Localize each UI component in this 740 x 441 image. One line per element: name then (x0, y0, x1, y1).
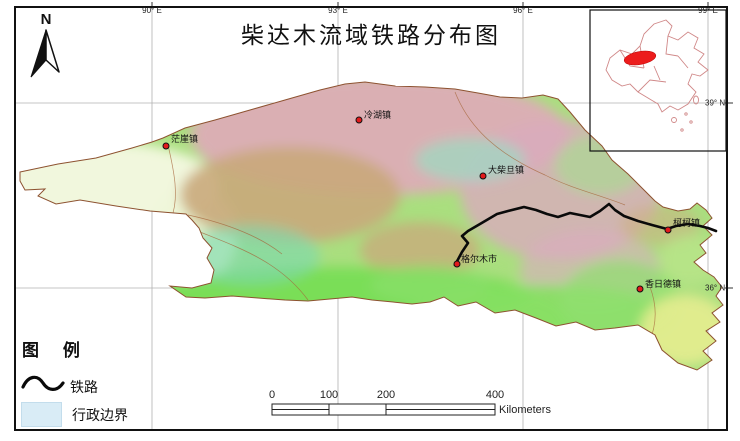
town-dot (479, 172, 487, 180)
legend-title: 图 例 (22, 341, 81, 360)
lon-tick-label: 93° E (328, 6, 348, 15)
scale-tick-label: 0 (268, 389, 276, 401)
town-label: 冷湖镇 (364, 110, 392, 120)
lat-tick-label: 39° N (705, 98, 726, 108)
lon-tick-label: 96° E (513, 6, 533, 15)
legend-boundary-swatch (21, 402, 62, 427)
admin-subboundaries (167, 91, 656, 346)
legend-railway-label: 铁路 (70, 379, 98, 395)
town-dot (453, 260, 461, 268)
scale-tick-label: 100 (319, 389, 339, 401)
lat-tick-label: 36° N (705, 283, 726, 293)
map-frame (14, 6, 728, 431)
scale-bar (271, 403, 496, 416)
town-label: 香日德镇 (645, 279, 682, 289)
inset-highlight-region (623, 50, 657, 66)
china-inset-map (589, 9, 727, 152)
town-dot (355, 116, 363, 124)
map-title: 柴达木流域铁路分布图 (241, 23, 501, 49)
town-dot (664, 226, 672, 234)
legend-railway-symbol (21, 375, 65, 391)
town-label: 格尔木市 (461, 254, 498, 264)
north-arrow-label: N (40, 11, 52, 28)
town-dot (636, 285, 644, 293)
scale-tick-label: 200 (376, 389, 396, 401)
lon-tick-label: 99° E (698, 6, 718, 15)
legend-boundary-label: 行政边界 (72, 407, 128, 423)
basin-outline (19, 81, 724, 371)
town-dot (162, 142, 170, 150)
town-label: 茫崖镇 (171, 134, 199, 144)
north-arrow-icon (30, 29, 60, 78)
town-label: 大柴旦镇 (488, 165, 525, 175)
town-label: 柯柯镇 (673, 218, 701, 228)
lon-tick-label: 90° E (142, 6, 162, 15)
railway-line (453, 202, 718, 267)
scale-tick-label: 400 (485, 389, 505, 401)
scale-unit-label: Kilometers (499, 404, 551, 416)
